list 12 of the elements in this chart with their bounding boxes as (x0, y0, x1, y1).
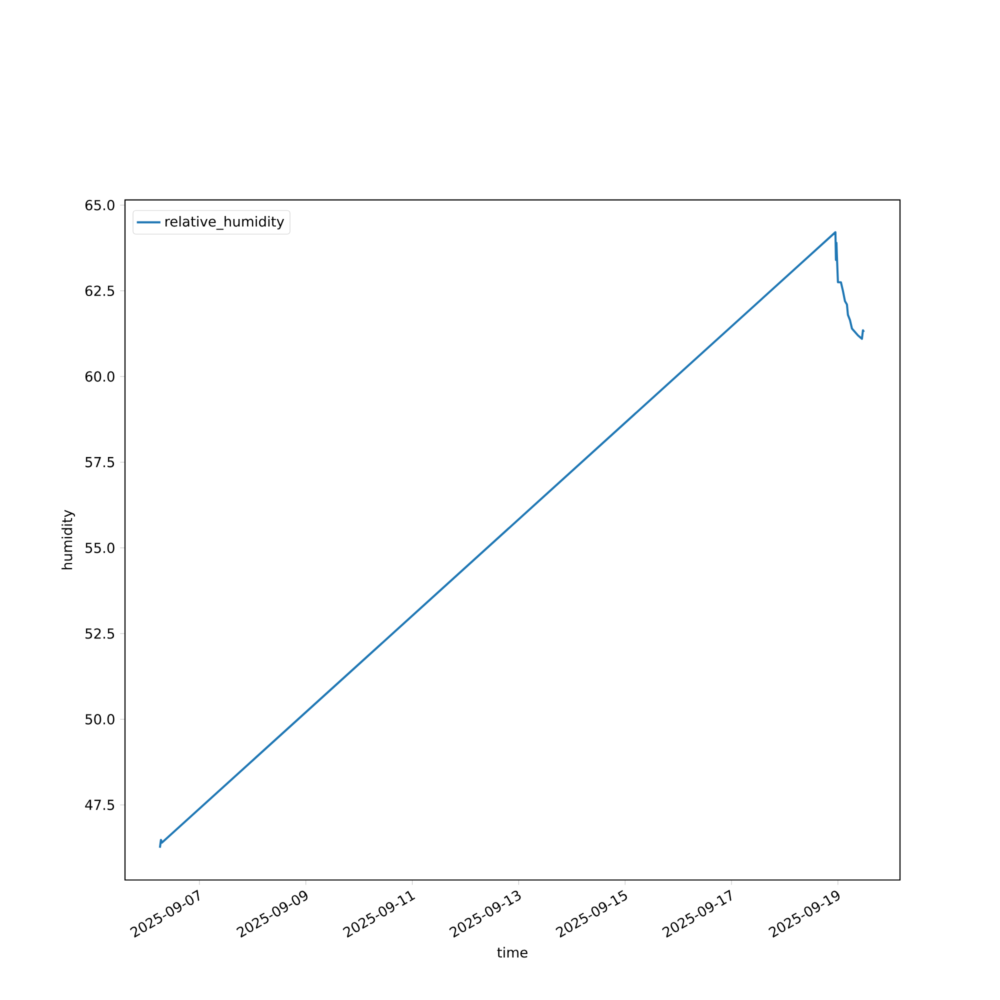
y-tick-label: 50.0 (86, 714, 114, 724)
y-tick-label: 65.0 (85, 200, 114, 210)
line-series (158, 231, 865, 849)
legend-label: relative_humidity (166, 216, 284, 230)
y-tick-label: 52.5 (86, 628, 114, 639)
x-axis-title: time (497, 946, 528, 958)
y-tick-label: 47.5 (85, 800, 114, 810)
y-axis-title: humidity (62, 510, 75, 570)
y-tick-label: 57.5 (86, 457, 114, 468)
y-tick-label: 60.0 (85, 371, 114, 382)
y-tick-label: 55.0 (86, 542, 114, 554)
y-tick-label: 62.5 (85, 286, 114, 296)
